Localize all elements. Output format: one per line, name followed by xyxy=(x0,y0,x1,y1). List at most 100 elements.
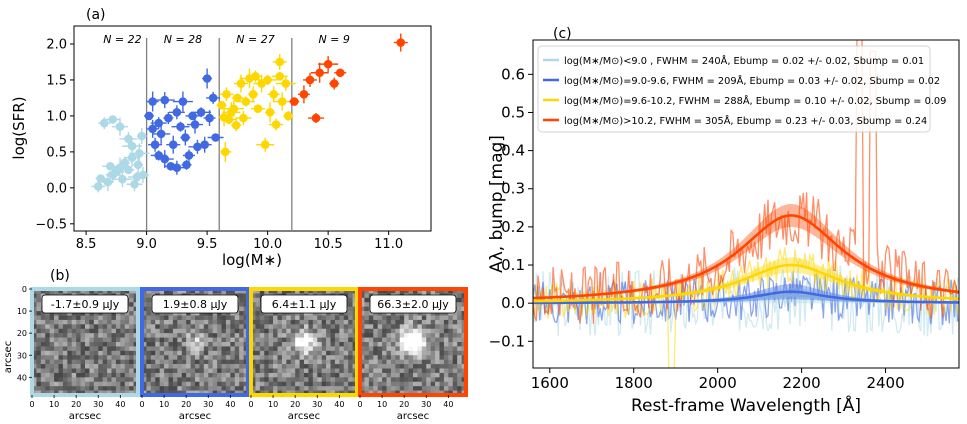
stamp-pixel xyxy=(273,381,278,387)
stamp-pixel xyxy=(295,390,300,396)
stamp-pixel xyxy=(439,315,445,321)
stamp-pixel xyxy=(281,346,287,352)
stamp-pixel xyxy=(146,350,152,356)
stamp-pixel xyxy=(382,328,387,334)
stamp-pixel xyxy=(76,289,81,294)
stamp-pixel xyxy=(217,342,222,347)
stamp-pixel xyxy=(181,289,187,294)
stamp-pixel xyxy=(360,368,365,374)
stamp-pixel xyxy=(71,372,77,378)
stamp-pixel xyxy=(49,342,55,347)
stamp-pixel xyxy=(89,342,95,347)
stamp-pixel xyxy=(368,311,374,316)
stamp-pixel xyxy=(377,346,383,352)
panel-b-label: (b) xyxy=(50,268,70,284)
stamp-pixel xyxy=(111,372,117,378)
stamp-pixel xyxy=(195,337,200,343)
stamp-pixel xyxy=(212,346,218,352)
stamp-pixel xyxy=(399,337,405,343)
stamp-pixel xyxy=(417,386,423,391)
stamp-pixel xyxy=(239,377,244,383)
y-tick-label: 0.2 xyxy=(501,218,525,236)
point-marker xyxy=(120,158,130,167)
stamp-pixel xyxy=(124,350,130,356)
stamp-pixel xyxy=(225,319,231,325)
stamp-pixel xyxy=(177,337,183,343)
stamp-pixel xyxy=(281,355,287,360)
stamp-pixel xyxy=(150,364,156,369)
stamp-pixel xyxy=(80,359,86,365)
stamp-pixel xyxy=(452,364,458,369)
stamp-pixel xyxy=(58,372,64,378)
stamp-pixel xyxy=(168,289,174,294)
stamp-pixel xyxy=(239,289,244,294)
stamp-pixel xyxy=(155,390,160,396)
stamp-pixel xyxy=(264,328,269,334)
stamp-pixel xyxy=(115,324,121,330)
stamp-pixel xyxy=(312,328,318,334)
stamp-pixel xyxy=(54,311,59,316)
stamp-pixel xyxy=(217,364,222,369)
stamp-pixel xyxy=(352,386,358,391)
stamp-pixel xyxy=(164,289,169,294)
stamp-pixel xyxy=(67,289,73,294)
stamp-pixel xyxy=(115,333,121,338)
stamp-pixel xyxy=(399,342,405,347)
stamp-pixel xyxy=(186,377,191,383)
stamp-pixel xyxy=(417,315,423,321)
stamp-pixel xyxy=(448,372,454,378)
stamp-pixel xyxy=(368,350,374,356)
stamp-pixel xyxy=(339,390,345,396)
y-tick-label: 0.0 xyxy=(46,181,67,196)
stamp-pixel xyxy=(286,350,292,356)
stamp-pixel xyxy=(334,364,340,369)
stamp-pixel xyxy=(195,328,200,334)
stamp-pixel xyxy=(330,372,336,378)
stamp-pixel xyxy=(360,337,365,343)
stamp-pixel xyxy=(326,346,331,352)
x-tick-label: 30 xyxy=(421,400,431,409)
data-point xyxy=(144,111,155,121)
stamp-pixel xyxy=(277,386,283,391)
stamp-pixel xyxy=(142,381,147,387)
stamp-pixel xyxy=(390,342,396,347)
stamp-pixel xyxy=(150,355,156,360)
stamp-pixel xyxy=(312,315,318,321)
stamp-pixel xyxy=(76,346,81,352)
legend-box xyxy=(537,45,931,133)
stamp-pixel xyxy=(111,355,117,360)
stamp-pixel xyxy=(212,390,218,396)
stamp-pixel xyxy=(120,337,126,343)
stamp-pixel xyxy=(334,386,340,391)
stamp-pixel xyxy=(348,350,353,356)
stamp-pixel xyxy=(190,319,196,325)
x-axis-label: Rest-frame Wavelength [Å] xyxy=(631,394,861,416)
data-point xyxy=(119,131,138,146)
stamp-pixel xyxy=(155,368,160,374)
stamp-pixel xyxy=(164,319,169,325)
stamp-pixel xyxy=(299,355,305,360)
stamp-pixel xyxy=(334,319,340,325)
stamp-pixel xyxy=(281,381,287,387)
stamp-pixel xyxy=(308,311,314,316)
stamp-pixel xyxy=(49,333,55,338)
stamp-pixel xyxy=(98,377,103,383)
stamp-pixel xyxy=(399,311,405,316)
data-point xyxy=(155,150,174,169)
stamp-pixel xyxy=(286,364,292,369)
stamp-pixel xyxy=(208,319,213,325)
stamp-pixel xyxy=(290,390,296,396)
point-marker xyxy=(156,129,166,139)
stamp-pixel xyxy=(290,337,296,343)
stamp-pixel xyxy=(111,390,117,396)
stamp-pixel xyxy=(413,381,418,387)
stamp-pixel xyxy=(339,337,345,343)
stamp-pixel xyxy=(373,342,378,347)
stamp-pixel xyxy=(36,372,42,378)
x-tick-label: 20 xyxy=(290,400,300,409)
stamp-pixel xyxy=(390,355,396,360)
stamp-pixel xyxy=(168,342,174,347)
stamp-pixel xyxy=(208,324,213,330)
stamp-pixel xyxy=(133,319,139,325)
stamp-pixel xyxy=(452,319,458,325)
